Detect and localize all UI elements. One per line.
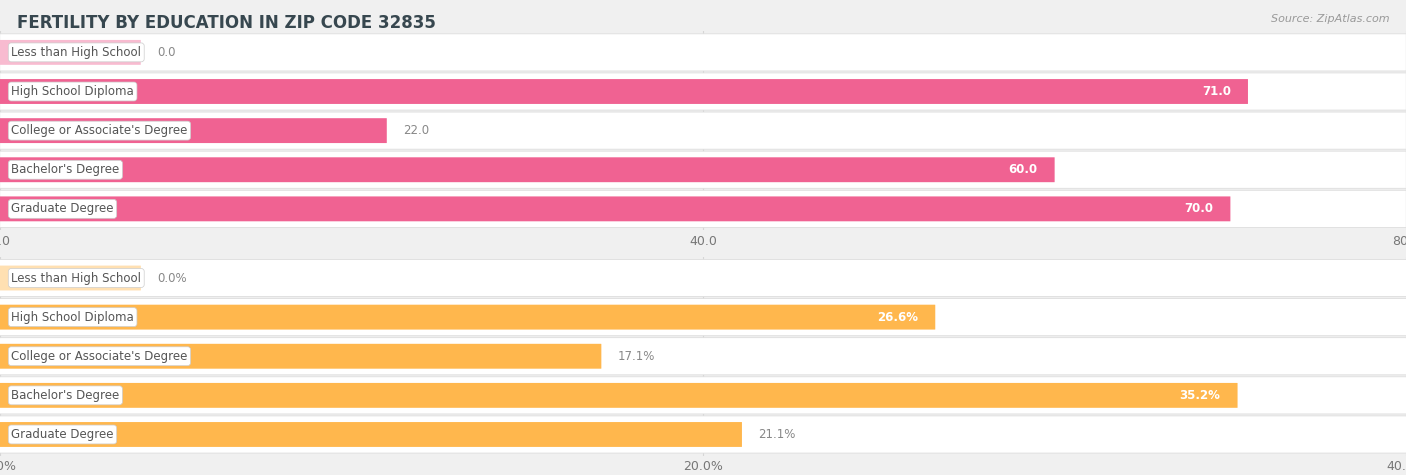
FancyBboxPatch shape [0, 383, 1237, 408]
Text: 71.0: 71.0 [1202, 85, 1232, 98]
Text: Graduate Degree: Graduate Degree [11, 428, 114, 441]
Text: FERTILITY BY EDUCATION IN ZIP CODE 32835: FERTILITY BY EDUCATION IN ZIP CODE 32835 [17, 14, 436, 32]
Text: 60.0: 60.0 [1008, 163, 1038, 176]
Text: 0.0%: 0.0% [157, 272, 187, 285]
Text: Less than High School: Less than High School [11, 272, 141, 285]
FancyBboxPatch shape [0, 338, 1406, 375]
Text: Bachelor's Degree: Bachelor's Degree [11, 163, 120, 176]
FancyBboxPatch shape [0, 259, 1406, 296]
FancyBboxPatch shape [0, 151, 1406, 188]
Text: 21.1%: 21.1% [759, 428, 796, 441]
FancyBboxPatch shape [0, 34, 1406, 71]
FancyBboxPatch shape [0, 344, 602, 369]
FancyBboxPatch shape [0, 422, 742, 447]
FancyBboxPatch shape [0, 118, 387, 143]
FancyBboxPatch shape [0, 112, 1406, 149]
Text: 70.0: 70.0 [1184, 202, 1213, 215]
FancyBboxPatch shape [0, 416, 1406, 453]
FancyBboxPatch shape [0, 79, 1249, 104]
FancyBboxPatch shape [0, 73, 1406, 110]
Text: 26.6%: 26.6% [877, 311, 918, 323]
Text: High School Diploma: High School Diploma [11, 85, 134, 98]
Text: 17.1%: 17.1% [619, 350, 655, 363]
Text: High School Diploma: High School Diploma [11, 311, 134, 323]
Text: Bachelor's Degree: Bachelor's Degree [11, 389, 120, 402]
Text: Source: ZipAtlas.com: Source: ZipAtlas.com [1271, 14, 1389, 24]
Text: Less than High School: Less than High School [11, 46, 141, 59]
FancyBboxPatch shape [0, 190, 1406, 228]
FancyBboxPatch shape [0, 377, 1406, 414]
Text: College or Associate's Degree: College or Associate's Degree [11, 124, 187, 137]
Text: Graduate Degree: Graduate Degree [11, 202, 114, 215]
Text: College or Associate's Degree: College or Associate's Degree [11, 350, 187, 363]
FancyBboxPatch shape [0, 304, 935, 330]
Text: 0.0: 0.0 [157, 46, 176, 59]
FancyBboxPatch shape [0, 40, 141, 65]
Text: 35.2%: 35.2% [1180, 389, 1220, 402]
FancyBboxPatch shape [0, 299, 1406, 336]
FancyBboxPatch shape [0, 157, 1054, 182]
Text: 22.0: 22.0 [404, 124, 430, 137]
FancyBboxPatch shape [0, 197, 1230, 221]
FancyBboxPatch shape [0, 266, 141, 290]
